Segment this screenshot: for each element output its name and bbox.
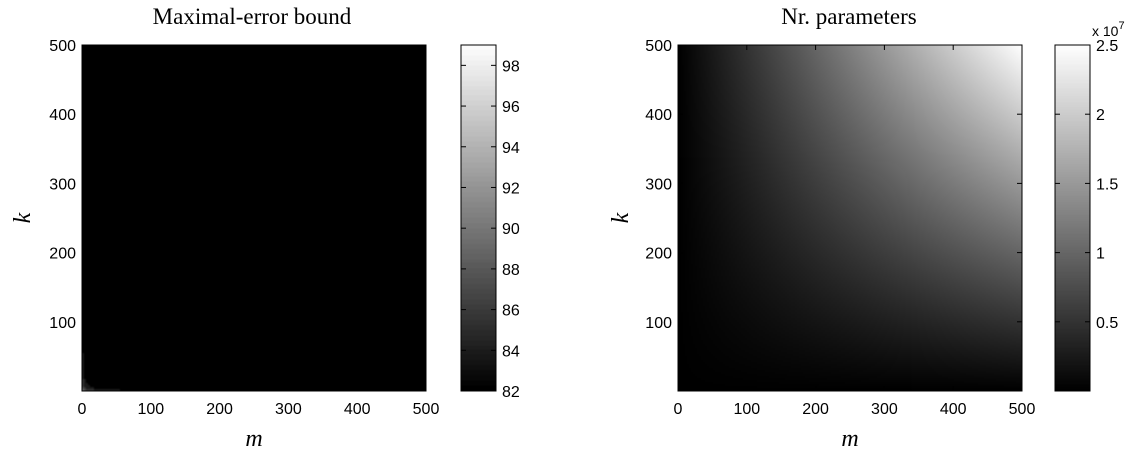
colorbar-tick-label: 2 <box>1096 107 1105 124</box>
chart-title: Nr. parameters <box>781 4 916 29</box>
colorbar-multiplier: x 107 <box>1092 20 1125 39</box>
y-tick-label: 100 <box>645 315 672 332</box>
heatmap-image <box>678 45 1022 391</box>
x-tick-label: 200 <box>802 401 829 418</box>
x-tick-label: 500 <box>1009 401 1036 418</box>
colorbar-tick-label: 96 <box>502 99 520 116</box>
x-axis-label: m <box>841 426 858 452</box>
colorbar-tick-label: 90 <box>502 221 520 238</box>
panel-nr-parameters: Nr. parameters 0 100 200 300 400 500 100 200 300… <box>608 4 1125 452</box>
x-axis-label: m <box>245 426 262 452</box>
axis-ticks: 0 100 200 300 400 500 100 200 300 400 500 <box>49 38 439 418</box>
colorbar-tick-label: 82 <box>502 384 520 401</box>
y-tick-label: 400 <box>645 107 672 124</box>
colorbar-tick-label: 1.5 <box>1096 176 1118 193</box>
axis-ticks: 0 100 200 300 400 500 100 200 300 400 500 <box>645 38 1035 418</box>
plot-frame <box>677 44 1023 392</box>
colorbar-image <box>461 45 496 391</box>
y-tick-label: 200 <box>645 246 672 263</box>
x-tick-label: 400 <box>344 401 371 418</box>
y-axis-label: k <box>10 212 36 223</box>
colorbar-frame <box>1054 44 1091 392</box>
colorbar-tick-label: 1 <box>1096 246 1105 263</box>
y-tick-label: 400 <box>49 107 76 124</box>
y-tick-label: 100 <box>49 315 76 332</box>
y-axis-label: k <box>608 212 634 223</box>
colorbar-multiplier-base: x 10 <box>1092 23 1119 39</box>
y-tick-label: 300 <box>49 176 76 193</box>
x-tick-label: 100 <box>733 401 760 418</box>
y-tick-label: 300 <box>645 176 672 193</box>
x-tick-label: 100 <box>137 401 164 418</box>
colorbar-tick-label: 98 <box>502 58 520 75</box>
panel-max-error: Maximal-error bound 0 100 200 300 400 500 100 2… <box>10 4 520 452</box>
x-tick-label: 300 <box>871 401 898 418</box>
x-tick-label: 300 <box>275 401 302 418</box>
colorbar-frame <box>460 44 497 392</box>
y-tick-label: 200 <box>49 246 76 263</box>
colorbar-ticks: 82 84 86 88 90 92 94 96 98 <box>461 58 520 401</box>
colorbar-tick-label: 92 <box>502 180 520 197</box>
heatmap-image <box>82 45 426 391</box>
x-tick-label: 0 <box>78 401 87 418</box>
colorbar-tick-label: 94 <box>502 140 520 157</box>
colorbar-tick-label: 88 <box>502 262 520 279</box>
colorbar-image <box>1055 45 1090 391</box>
y-tick-label: 500 <box>645 38 672 55</box>
colorbar-ticks: 0.5 1 1.5 2 2.5 <box>1055 38 1118 332</box>
y-tick-label: 500 <box>49 38 76 55</box>
colorbar-tick-label: 84 <box>502 343 520 360</box>
x-tick-label: 200 <box>206 401 233 418</box>
x-tick-label: 500 <box>413 401 440 418</box>
chart-title: Maximal-error bound <box>153 4 352 29</box>
colorbar-tick-label: 2.5 <box>1096 38 1118 55</box>
colorbar-multiplier-exponent: 7 <box>1118 20 1124 32</box>
colorbar-tick-label: 86 <box>502 303 520 320</box>
plot-frame <box>81 44 427 392</box>
colorbar-tick-label: 0.5 <box>1096 315 1118 332</box>
x-tick-label: 400 <box>940 401 967 418</box>
x-tick-label: 0 <box>674 401 683 418</box>
